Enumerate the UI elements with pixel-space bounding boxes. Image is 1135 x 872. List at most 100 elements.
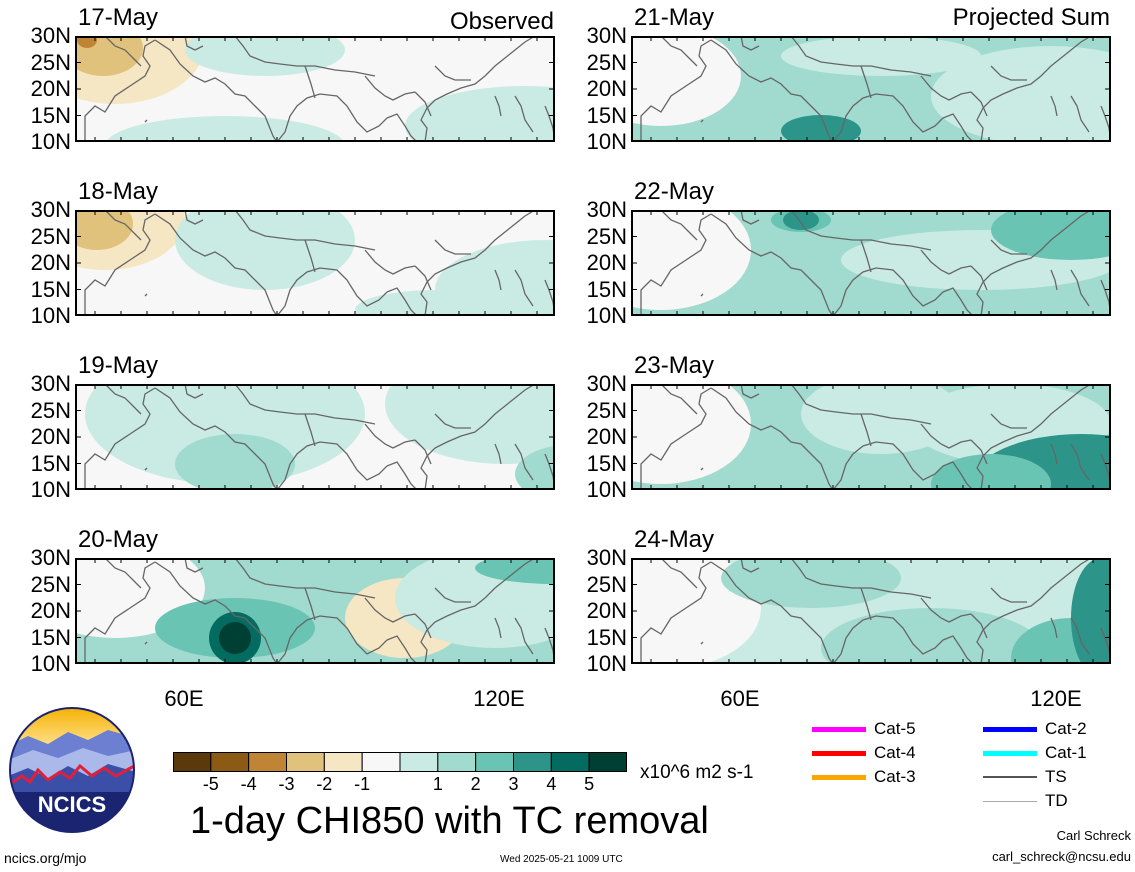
coastline <box>710 387 834 490</box>
lat-label-right-1-25n: 25N <box>586 49 627 75</box>
lat-label-left-4-25n: 25N <box>30 571 71 597</box>
coastline <box>660 384 698 415</box>
coastline <box>494 443 502 465</box>
coastline <box>494 269 502 291</box>
lat-label-right-1-30n: 30N <box>586 23 627 48</box>
coastline <box>234 558 376 599</box>
contour-region <box>631 36 741 126</box>
coastline <box>640 213 712 316</box>
coastline <box>976 210 1092 316</box>
lat-label-left-1-10n: 10N <box>30 129 71 154</box>
lat-label-right-3-30n: 30N <box>586 371 627 396</box>
coastline <box>104 384 142 415</box>
coastline <box>832 441 944 490</box>
coastline <box>790 558 932 599</box>
contour-region <box>77 36 97 48</box>
coastline <box>700 467 704 471</box>
lat-label-left-3-15n: 15N <box>30 450 71 476</box>
contour-region <box>435 240 555 316</box>
coastline <box>990 587 1027 603</box>
coastline <box>144 467 148 471</box>
coastline <box>740 384 760 399</box>
coastline <box>790 384 932 425</box>
coastline <box>1050 95 1058 117</box>
lat-label-left-1-25n: 25N <box>30 49 71 75</box>
coastline <box>710 39 834 142</box>
contour-region <box>991 210 1111 260</box>
panel-date-right-3: 23-May <box>634 352 715 379</box>
footer-timestamp: Wed 2025-05-21 1009 UTC <box>500 854 623 865</box>
footer-author: Carl Schreck <box>1056 828 1131 843</box>
coastline <box>860 413 872 447</box>
coastline <box>640 561 712 664</box>
coastline <box>144 119 148 123</box>
coastline <box>494 95 502 117</box>
coastline <box>1070 269 1090 307</box>
panel-date-left-2: 18-May <box>78 178 159 205</box>
coastline <box>84 387 156 490</box>
coastline <box>920 249 972 275</box>
coastline <box>154 39 278 142</box>
colorbar-swatch <box>210 751 250 773</box>
lat-label-right-2-25n: 25N <box>586 223 627 249</box>
contour-region <box>106 116 344 142</box>
coastline <box>790 36 932 77</box>
panel-date-left-3: 19-May <box>78 352 159 379</box>
lat-label-right-2-20n: 20N <box>586 250 627 275</box>
coastline <box>386 635 418 664</box>
coastline <box>414 91 432 117</box>
lat-label-right-3-15n: 15N <box>586 450 627 476</box>
lon-label-120e-left: 120E <box>473 686 525 711</box>
coastline <box>1050 617 1058 639</box>
legend-line-td <box>983 800 1037 802</box>
lat-label-right-1-15n: 15N <box>586 102 627 128</box>
map-panel-right-3 <box>631 384 1111 490</box>
lat-label-left-2-30n: 30N <box>30 197 71 222</box>
legend-line-ts <box>983 776 1037 778</box>
legend-label-td: TD <box>1045 791 1068 810</box>
lat-label-right-1-20n: 20N <box>586 76 627 101</box>
coastline <box>386 287 418 316</box>
lat-label-left-1-15n: 15N <box>30 102 71 128</box>
lat-label-right-2-30n: 30N <box>586 197 627 222</box>
coastline <box>364 249 416 275</box>
coastline <box>860 239 872 273</box>
coastline <box>640 39 712 142</box>
lat-label-left-1-20n: 20N <box>30 76 71 101</box>
coastline <box>942 461 974 490</box>
contour-region <box>85 384 365 484</box>
contour-region <box>931 46 1111 142</box>
coastline <box>640 387 712 490</box>
coastline <box>514 443 534 481</box>
coastline <box>234 384 376 425</box>
coastline <box>84 39 156 142</box>
panel-date-left-1: 17-May <box>78 4 159 31</box>
colorbar-tick-label: 4 <box>546 774 557 794</box>
legend-label-cat-2: Cat-2 <box>1045 719 1087 738</box>
coastline <box>420 36 536 142</box>
legend-label-cat-3: Cat-3 <box>874 767 916 786</box>
legend-label-cat-1: Cat-1 <box>1045 743 1087 762</box>
lat-label-left-2-20n: 20N <box>30 250 71 275</box>
coastline <box>514 269 534 307</box>
coastline <box>710 561 834 664</box>
coastline <box>1070 443 1090 481</box>
map-panel-left-4 <box>75 558 555 664</box>
contour-region <box>219 622 251 654</box>
panel-date-right-4: 24-May <box>634 526 715 553</box>
contour-region <box>821 608 1041 664</box>
coastline <box>184 384 204 399</box>
colorbar-swatch <box>248 751 287 773</box>
coastline <box>184 210 204 225</box>
colorbar-swatch <box>172 751 212 773</box>
coastline <box>234 36 376 77</box>
map-panel-right-2 <box>631 210 1111 316</box>
contour-region <box>721 558 901 608</box>
colorbar-tick-label: 3 <box>508 774 519 794</box>
coastline <box>514 617 534 655</box>
lat-label-right-2-10n: 10N <box>586 303 627 328</box>
lat-label-right-4-20n: 20N <box>586 598 627 623</box>
coastline <box>860 65 872 99</box>
coastline <box>420 558 536 664</box>
coastline <box>144 641 148 645</box>
